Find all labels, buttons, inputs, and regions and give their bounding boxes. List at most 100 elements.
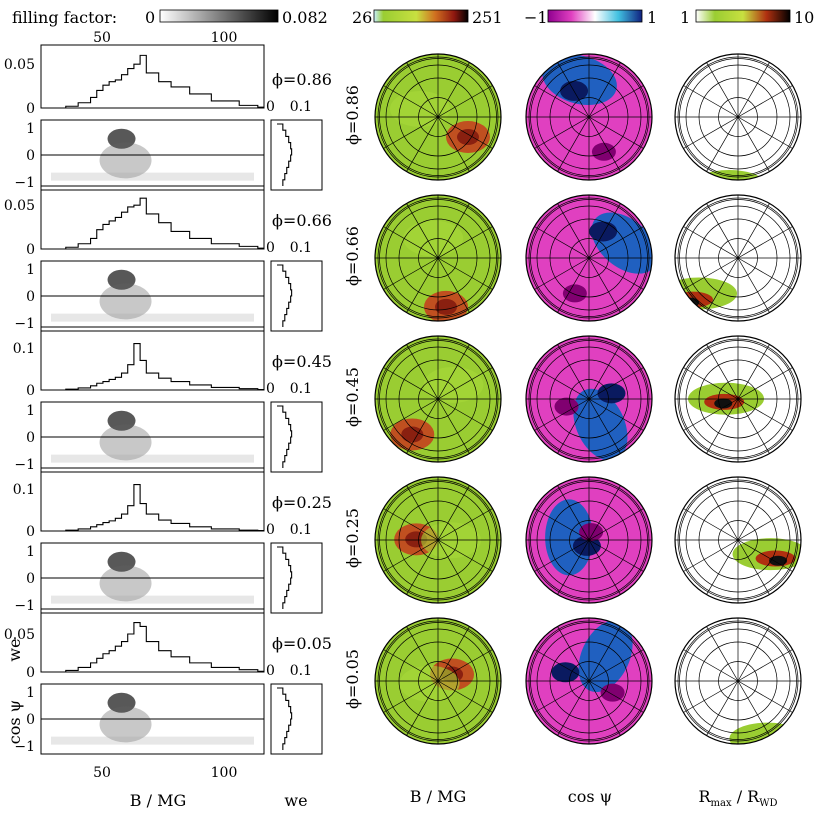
longitude-line — [437, 203, 470, 259]
sphere-map — [525, 53, 653, 181]
ff-mid-region — [99, 706, 152, 743]
longitude-line — [437, 398, 470, 454]
longitude-line — [588, 398, 621, 454]
b-max-label: 251 — [472, 8, 503, 27]
longitude-line — [437, 62, 470, 118]
hist-tick-label: 0 — [26, 101, 35, 117]
sphere-outline — [674, 53, 802, 181]
sphere-features — [526, 54, 652, 180]
sphere-map — [374, 194, 502, 322]
longitude-line — [683, 116, 739, 149]
longitude-line — [588, 257, 621, 313]
longitude-line — [588, 508, 644, 541]
longitude-line — [737, 680, 793, 713]
longitude-line — [683, 398, 739, 431]
positive-core — [572, 535, 601, 556]
phase-label: ϕ=0.25 — [272, 493, 332, 512]
sphere-phase-label: ϕ=0.66 — [343, 226, 362, 286]
b-min-label: 26 — [352, 8, 372, 27]
we-profile-line — [277, 123, 293, 186]
longitude-line — [588, 62, 621, 118]
sphere-outline — [525, 335, 653, 463]
longitude-line — [534, 367, 590, 400]
cos-tick-label: 0 — [26, 148, 35, 164]
x-axis-label-we: we — [284, 791, 307, 810]
longitude-line — [383, 649, 439, 682]
longitude-line — [534, 116, 590, 149]
longitude-line — [737, 398, 793, 431]
longitude-line — [383, 398, 439, 431]
longitude-line — [737, 62, 770, 118]
column-label-b: B / MG — [410, 787, 466, 806]
longitude-line — [534, 226, 590, 259]
ff-min-label: 0 — [145, 8, 155, 27]
ff-dense-region — [107, 551, 136, 572]
cos-tick-label: 0 — [26, 571, 35, 587]
cos-tick-label: −1 — [14, 739, 35, 755]
longitude-line — [588, 344, 621, 400]
sphere-features — [526, 618, 652, 744]
longitude-line — [437, 680, 493, 713]
we-profile-line — [277, 405, 293, 468]
longitude-line — [737, 485, 770, 541]
phase-group: 0.1 0 ϕ=0.25 0 0.1 1 0 −1 ϕ=0.25 — [13, 467, 802, 614]
longitude-line — [437, 398, 493, 431]
longitude-line — [437, 485, 470, 541]
we-histogram-line — [41, 484, 264, 532]
longitude-line — [557, 62, 590, 118]
longitude-line — [683, 649, 739, 682]
sphere-phase-label: ϕ=0.05 — [343, 649, 362, 709]
magnetic-spot-core — [401, 426, 424, 443]
cos-tick-label: 1 — [26, 544, 35, 560]
r-main: R — [698, 787, 711, 806]
cos-min-label: −1 — [524, 8, 548, 27]
longitude-line — [557, 398, 590, 454]
we-histogram-frame — [40, 608, 265, 673]
ff-faint-band — [51, 172, 254, 181]
r-colorbar: 1 10 — [680, 8, 814, 27]
longitude-line — [557, 485, 590, 541]
longitude-line — [706, 344, 739, 400]
sphere-map — [525, 476, 653, 604]
longitude-line — [383, 539, 439, 572]
negative-region — [543, 667, 597, 744]
bottom-b-tick-50: 50 — [93, 765, 111, 781]
we-tick-label: 0.1 — [290, 99, 312, 115]
ff-mid-region — [99, 565, 152, 602]
sphere-features — [375, 54, 501, 180]
longitude-line — [588, 485, 621, 541]
hist-tick-label: 0 — [26, 383, 35, 399]
phase-group: 0.05 0 ϕ=0.05 0 0.1 1 0 −1 ϕ=0.05 — [4, 608, 802, 755]
longitude-line — [588, 539, 644, 572]
cos-tick-label: 0 — [26, 289, 35, 305]
sphere-phase-label: ϕ=0.86 — [343, 85, 362, 145]
longitude-line — [706, 485, 739, 541]
sphere-features — [675, 336, 801, 462]
r-sub-wd: WD — [759, 798, 777, 809]
phase-group: 0.1 0 ϕ=0.45 0 0.1 1 0 −1 ϕ=0.45 — [13, 326, 802, 473]
longitude-line — [588, 680, 644, 713]
ff-faint-band — [51, 595, 254, 604]
longitude-line — [437, 649, 493, 682]
longitude-line — [706, 398, 739, 454]
we-profile-frame — [270, 683, 323, 755]
sphere-outline — [525, 617, 653, 745]
hist-tick-label: 0.1 — [13, 341, 35, 357]
cos-tick-label: −1 — [14, 457, 35, 473]
longitude-line — [706, 257, 739, 313]
longitude-line — [406, 257, 439, 313]
longitude-line — [437, 257, 493, 290]
longitude-line — [706, 62, 739, 118]
sphere-features — [526, 195, 652, 321]
longitude-line — [737, 367, 793, 400]
longitude-line — [737, 539, 770, 595]
longitude-line — [534, 680, 590, 713]
bottom-b-tick-100: 100 — [211, 765, 238, 781]
phase-group: 0.05 0 ϕ=0.66 0 0.1 1 0 −1 ϕ=0.66 — [4, 185, 802, 332]
hist-tick-label: 0.05 — [4, 57, 35, 73]
longitude-line — [383, 680, 439, 713]
cos-tick-label: 1 — [26, 685, 35, 701]
longitude-line — [534, 398, 590, 431]
ff-mid-region — [99, 283, 152, 320]
longitude-line — [737, 508, 793, 541]
